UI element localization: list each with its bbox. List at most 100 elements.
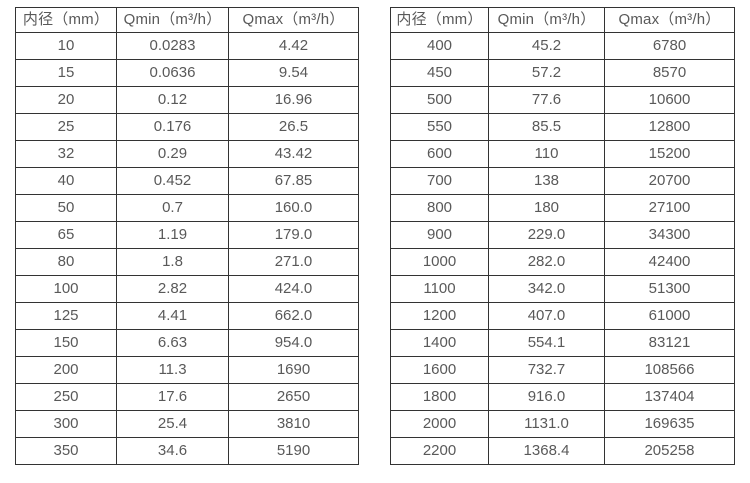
cell-qmin: 1.19 xyxy=(116,221,229,249)
cell-inner-diameter: 40 xyxy=(15,167,117,195)
cell-inner-diameter: 900 xyxy=(390,221,489,249)
table-row: 800 180 27100 xyxy=(390,194,735,222)
table-row: 1100 342.0 51300 xyxy=(390,275,735,303)
table-row: 80 1.8 271.0 xyxy=(15,248,359,276)
table-row: 700 138 20700 xyxy=(390,167,735,195)
header-row: 内径（mm） Qmin（m³/h） Qmax（m³/h） xyxy=(390,7,735,33)
table-body: 400 45.2 6780 450 57.2 8570 500 77.6 10600 550 85.… xyxy=(390,32,735,465)
table-row: 1200 407.0 61000 xyxy=(390,302,735,330)
header-qmax: Qmax（m³/h） xyxy=(228,7,359,33)
cell-qmax: 34300 xyxy=(604,221,735,249)
cell-inner-diameter: 2200 xyxy=(390,437,489,465)
flow-table-small-diameters: 内径（mm） Qmin（m³/h） Qmax（m³/h） 10 0.0283 4.4… xyxy=(15,7,359,465)
cell-qmax: 1690 xyxy=(228,356,359,384)
flow-rate-reference-tables: 内径（mm） Qmin（m³/h） Qmax（m³/h） 10 0.0283 4.4… xyxy=(15,7,735,465)
cell-qmin: 0.452 xyxy=(116,167,229,195)
cell-inner-diameter: 300 xyxy=(15,410,117,438)
cell-inner-diameter: 250 xyxy=(15,383,117,411)
cell-inner-diameter: 100 xyxy=(15,275,117,303)
cell-qmax: 42400 xyxy=(604,248,735,276)
cell-qmin: 916.0 xyxy=(488,383,605,411)
cell-qmin: 85.5 xyxy=(488,113,605,141)
cell-qmin: 1368.4 xyxy=(488,437,605,465)
table-row: 50 0.7 160.0 xyxy=(15,194,359,222)
cell-qmax: 9.54 xyxy=(228,59,359,87)
table-row: 2200 1368.4 205258 xyxy=(390,437,735,465)
flow-table-large-diameters: 内径（mm） Qmin（m³/h） Qmax（m³/h） 400 45.2 6780… xyxy=(390,7,735,465)
header-qmax: Qmax（m³/h） xyxy=(604,7,735,33)
table-row: 20 0.12 16.96 xyxy=(15,86,359,114)
cell-qmin: 180 xyxy=(488,194,605,222)
cell-qmax: 169635 xyxy=(604,410,735,438)
table-row: 1800 916.0 137404 xyxy=(390,383,735,411)
cell-qmax: 137404 xyxy=(604,383,735,411)
cell-qmax: 43.42 xyxy=(228,140,359,168)
cell-qmin: 4.41 xyxy=(116,302,229,330)
cell-qmin: 57.2 xyxy=(488,59,605,87)
cell-inner-diameter: 125 xyxy=(15,302,117,330)
cell-qmax: 5190 xyxy=(228,437,359,465)
cell-inner-diameter: 25 xyxy=(15,113,117,141)
cell-inner-diameter: 400 xyxy=(390,32,489,60)
table-row: 900 229.0 34300 xyxy=(390,221,735,249)
cell-qmin: 110 xyxy=(488,140,605,168)
cell-inner-diameter: 1000 xyxy=(390,248,489,276)
cell-qmax: 61000 xyxy=(604,302,735,330)
cell-qmin: 138 xyxy=(488,167,605,195)
cell-qmin: 25.4 xyxy=(116,410,229,438)
cell-qmax: 108566 xyxy=(604,356,735,384)
cell-inner-diameter: 2000 xyxy=(390,410,489,438)
cell-inner-diameter: 1400 xyxy=(390,329,489,357)
cell-qmin: 1131.0 xyxy=(488,410,605,438)
cell-qmax: 67.85 xyxy=(228,167,359,195)
table-row: 1000 282.0 42400 xyxy=(390,248,735,276)
table-row: 150 6.63 954.0 xyxy=(15,329,359,357)
table-row: 300 25.4 3810 xyxy=(15,410,359,438)
cell-qmax: 8570 xyxy=(604,59,735,87)
cell-qmax: 179.0 xyxy=(228,221,359,249)
table-body: 10 0.0283 4.42 15 0.0636 9.54 20 0.12 16.96 25 0.1… xyxy=(15,32,359,465)
cell-inner-diameter: 1800 xyxy=(390,383,489,411)
cell-qmin: 0.12 xyxy=(116,86,229,114)
cell-qmax: 424.0 xyxy=(228,275,359,303)
cell-qmax: 954.0 xyxy=(228,329,359,357)
cell-inner-diameter: 1600 xyxy=(390,356,489,384)
table-row: 1600 732.7 108566 xyxy=(390,356,735,384)
table-row: 1400 554.1 83121 xyxy=(390,329,735,357)
cell-inner-diameter: 10 xyxy=(15,32,117,60)
table-row: 400 45.2 6780 xyxy=(390,32,735,60)
cell-inner-diameter: 65 xyxy=(15,221,117,249)
header-qmin: Qmin（m³/h） xyxy=(116,7,229,33)
cell-qmin: 6.63 xyxy=(116,329,229,357)
table-row: 100 2.82 424.0 xyxy=(15,275,359,303)
cell-qmin: 17.6 xyxy=(116,383,229,411)
cell-inner-diameter: 1200 xyxy=(390,302,489,330)
cell-inner-diameter: 150 xyxy=(15,329,117,357)
cell-qmin: 554.1 xyxy=(488,329,605,357)
cell-qmin: 0.7 xyxy=(116,194,229,222)
cell-qmin: 34.6 xyxy=(116,437,229,465)
cell-inner-diameter: 80 xyxy=(15,248,117,276)
cell-qmin: 11.3 xyxy=(116,356,229,384)
cell-qmax: 205258 xyxy=(604,437,735,465)
cell-qmin: 77.6 xyxy=(488,86,605,114)
cell-qmax: 160.0 xyxy=(228,194,359,222)
cell-inner-diameter: 15 xyxy=(15,59,117,87)
cell-qmax: 27100 xyxy=(604,194,735,222)
table-row: 550 85.5 12800 xyxy=(390,113,735,141)
table-row: 15 0.0636 9.54 xyxy=(15,59,359,87)
table-row: 32 0.29 43.42 xyxy=(15,140,359,168)
cell-qmin: 0.0636 xyxy=(116,59,229,87)
header-inner-diameter: 内径（mm） xyxy=(15,7,117,33)
cell-qmin: 0.0283 xyxy=(116,32,229,60)
cell-qmin: 282.0 xyxy=(488,248,605,276)
cell-qmin: 407.0 xyxy=(488,302,605,330)
cell-inner-diameter: 1100 xyxy=(390,275,489,303)
cell-qmin: 2.82 xyxy=(116,275,229,303)
cell-qmin: 0.176 xyxy=(116,113,229,141)
cell-qmax: 83121 xyxy=(604,329,735,357)
cell-qmax: 271.0 xyxy=(228,248,359,276)
table-row: 65 1.19 179.0 xyxy=(15,221,359,249)
cell-inner-diameter: 500 xyxy=(390,86,489,114)
table-row: 350 34.6 5190 xyxy=(15,437,359,465)
